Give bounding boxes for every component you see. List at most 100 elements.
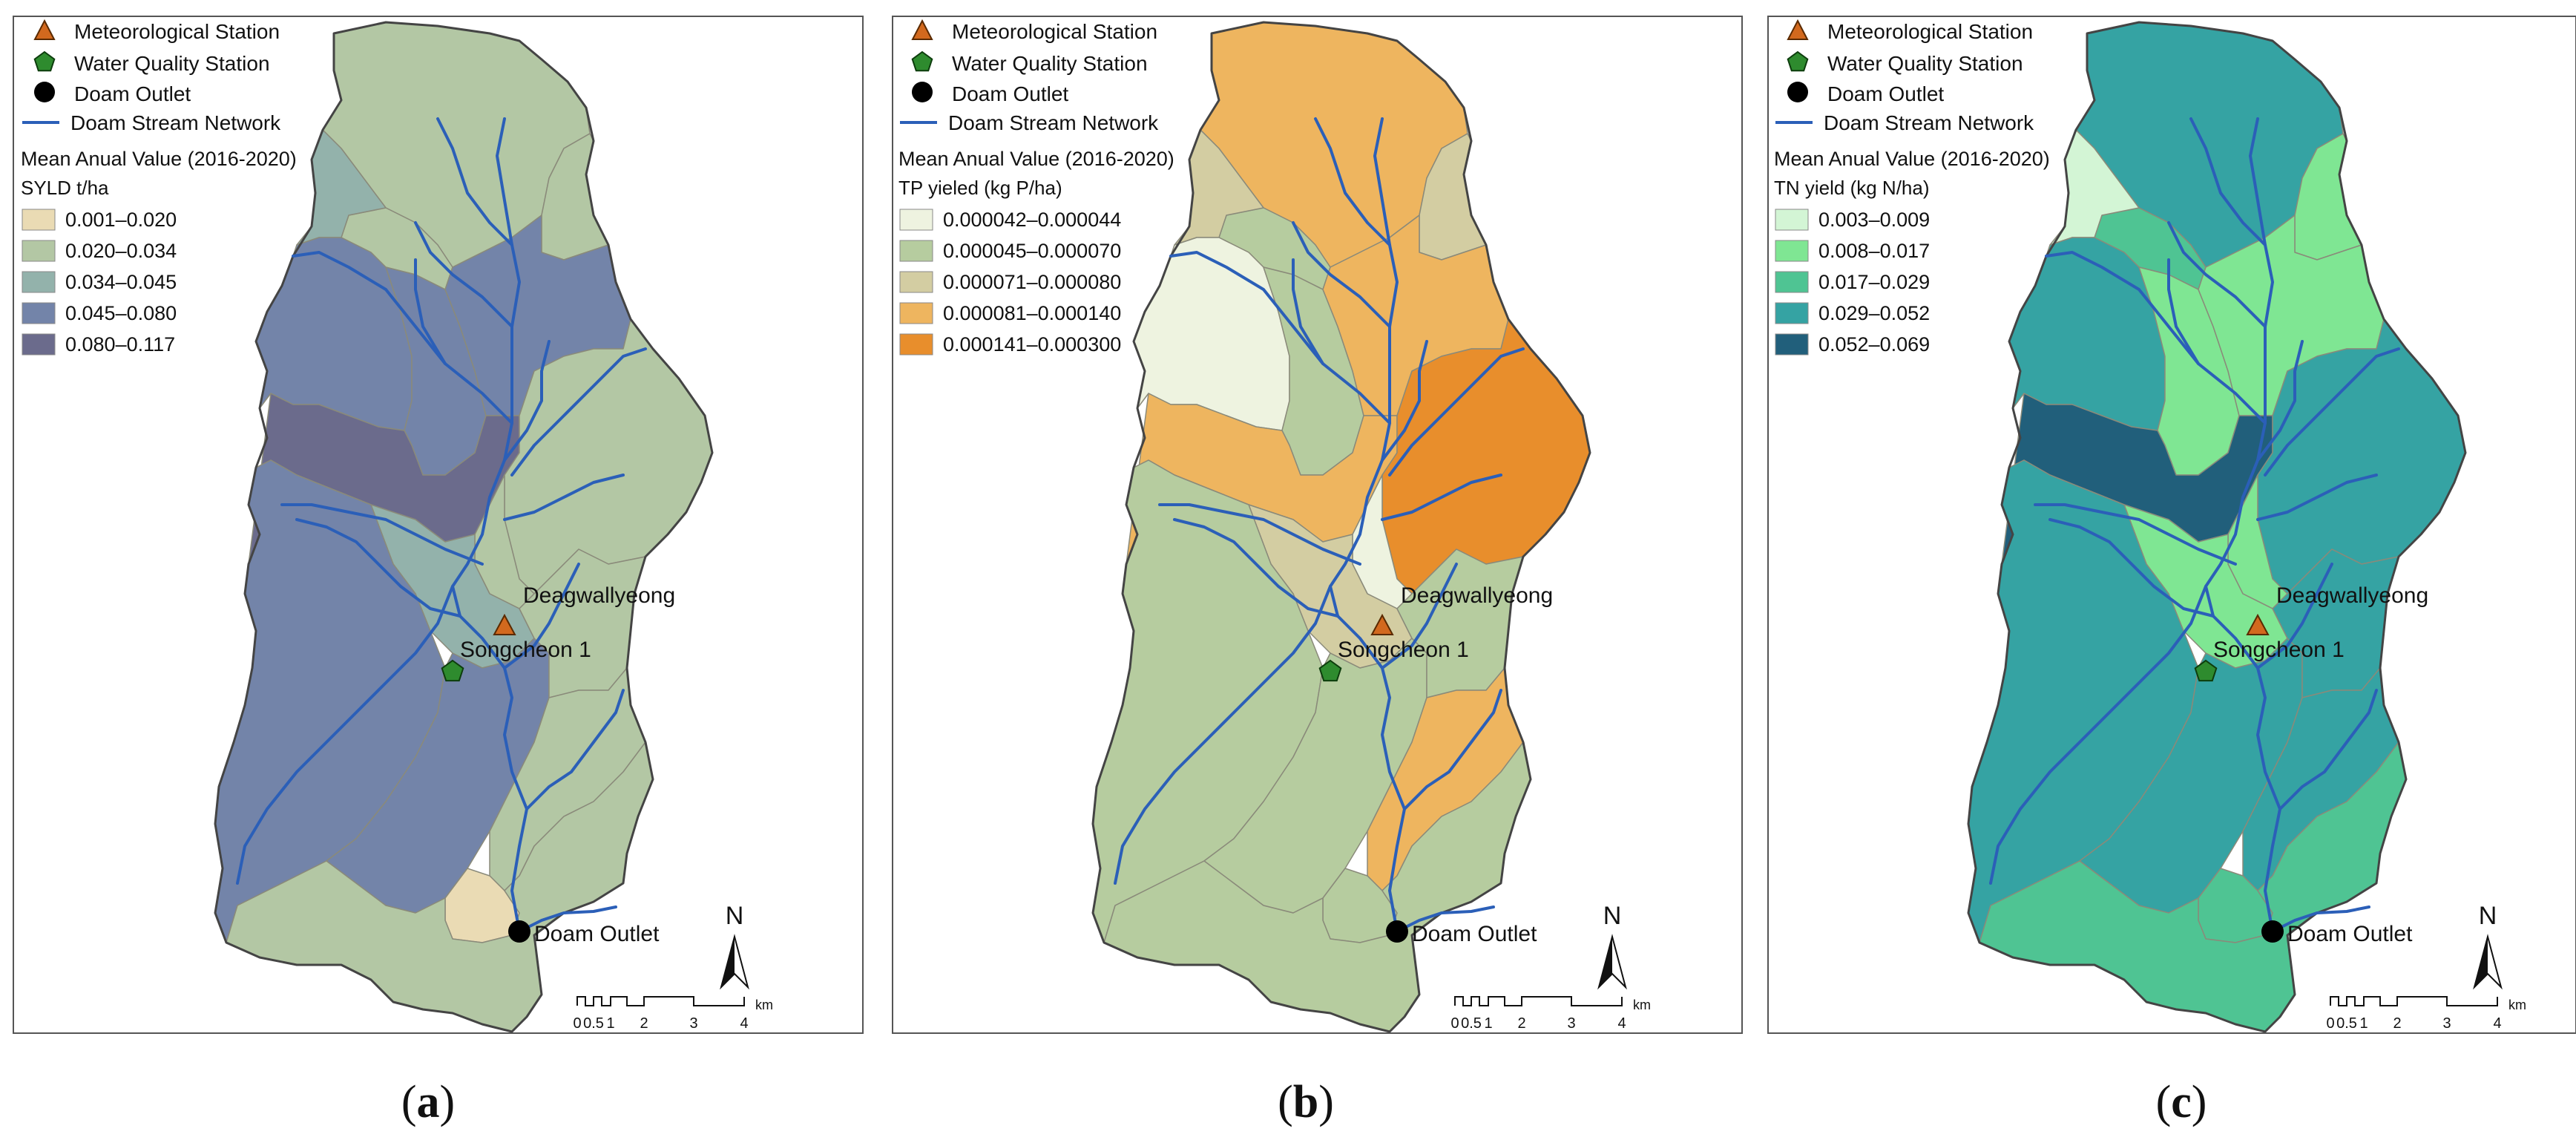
stream-line: [1381, 340, 1428, 462]
doam-outlet-icon: [2261, 920, 2284, 943]
legend-swatch: [899, 333, 933, 356]
stream-line: [1989, 585, 2207, 885]
meteorological-station-icon: [493, 613, 516, 635]
stream-line: [2034, 503, 2237, 566]
stream-line: [295, 518, 461, 618]
legend-class-label: 0.045–0.080: [65, 302, 177, 324]
doam-outlet-icon: [508, 920, 530, 943]
legend-symbol-label: Meteorological Station: [74, 20, 280, 43]
north-arrow-half: [721, 937, 735, 987]
stream-line: [1292, 258, 1324, 365]
stream-line: [1381, 474, 1502, 521]
watershed-boundary: [214, 21, 714, 1033]
stream-line: [2189, 117, 2267, 246]
watershed-map: Deagwallyeong Songcheon 1 Doam Outlet: [214, 21, 714, 1033]
stream-line: [2256, 667, 2281, 933]
scale-tick-label: 2: [2393, 1015, 2401, 1032]
legend-title: Mean Anual Value (2016-2020): [1774, 148, 2050, 170]
scale-unit: km: [1633, 998, 1651, 1012]
stream-line: [1158, 503, 1361, 566]
legend-swatch: [1775, 302, 1809, 324]
stream-line: [451, 117, 521, 669]
scale-bar: 0 0.5 1 2 3 4 km: [1450, 996, 1651, 1032]
legend-class-label: 0.000042–0.000044: [943, 209, 1121, 231]
stream-line: [525, 689, 625, 810]
wq-station-label: Songcheon 1: [1338, 638, 1469, 662]
legend-swatch: [899, 240, 933, 262]
scale-tick-label: 0: [2326, 1015, 2334, 1032]
watershed-boundary: [1091, 21, 1591, 1033]
legend-class-label: 0.080–0.117: [65, 333, 175, 356]
outlet-label: Doam Outlet: [2287, 922, 2413, 946]
legend-class-label: 0.003–0.009: [1818, 209, 1930, 231]
legend-class-label: 0.000045–0.000070: [943, 240, 1121, 262]
legend-swatch: [22, 240, 56, 262]
scale-tick-label: 3: [2442, 1015, 2451, 1032]
scale-tick-label: 3: [1567, 1015, 1575, 1032]
legend-swatch: [899, 271, 933, 293]
legend-swatch: [1775, 209, 1809, 231]
scale-bar: 0 0.5 1 2 3 4 km: [2326, 996, 2526, 1032]
map-legend: Meteorological Station Water Quality Stat…: [898, 19, 1174, 356]
doam-outlet-icon: [1386, 920, 1408, 943]
water-quality-station-icon: [441, 659, 464, 682]
meteorological-station-icon: [1370, 613, 1394, 635]
legend-outlet-icon: [912, 82, 933, 102]
north-arrow: N: [1597, 902, 1627, 990]
stream-line: [2204, 117, 2274, 669]
scale-tick-label: 3: [689, 1015, 697, 1032]
stream-line: [2045, 251, 2267, 425]
stream-line: [436, 117, 513, 246]
legend-met-icon: [911, 19, 933, 40]
met-station-label: Deagwallyeong: [2276, 583, 2428, 608]
legend-symbol-label: Doam Stream Network: [70, 111, 281, 134]
outlet-label: Doam Outlet: [1412, 922, 1537, 946]
legend-subtitle: TN yield (kg N/ha): [1774, 177, 1930, 199]
legend-symbol-label: Water Quality Station: [74, 52, 270, 75]
stream-line: [503, 340, 551, 462]
north-arrow-half: [1599, 937, 1612, 987]
legend-swatch: [1775, 271, 1809, 293]
scale-tick-label: 0: [573, 1015, 581, 1032]
stream-line: [2256, 474, 2378, 521]
legend-wq-icon: [33, 50, 56, 72]
north-arrow: N: [720, 902, 749, 990]
north-label: N: [1603, 902, 1622, 930]
north-label: N: [726, 902, 744, 930]
meteorological-station-icon: [2246, 613, 2270, 635]
legend-class-label: 0.034–0.045: [65, 271, 177, 293]
legend-symbol-label: Water Quality Station: [952, 52, 1148, 75]
scale-tick-label: 2: [1517, 1015, 1525, 1032]
scale-bar: 0 0.5 1 2 3 4 km: [573, 996, 773, 1032]
legend-subtitle: SYLD t/ha: [21, 177, 109, 199]
met-station-label: Deagwallyeong: [523, 583, 675, 608]
legend-swatch: [899, 302, 933, 324]
panel-caption: (b): [1278, 1077, 1334, 1127]
legend-swatch: [1775, 333, 1809, 356]
stream-line: [1114, 585, 1332, 885]
scale-tick-label: 0: [1450, 1015, 1459, 1032]
water-quality-station-icon: [1318, 659, 1342, 682]
legend-outlet-icon: [1787, 82, 1808, 102]
map-legend: Meteorological Station Water Quality Stat…: [21, 19, 297, 356]
stream-line: [503, 667, 528, 933]
scale-unit: km: [2508, 998, 2526, 1012]
scale-bar-line: [1454, 996, 1623, 1006]
legend-class-label: 0.008–0.017: [1818, 240, 1930, 262]
legend-class-label: 0.000141–0.000300: [943, 333, 1121, 356]
scale-tick-label: 0.5: [583, 1015, 604, 1032]
legend-swatch: [1775, 240, 1809, 262]
legend-swatch: [22, 302, 56, 324]
legend-class-label: 0.020–0.034: [65, 240, 177, 262]
stream-line: [2278, 689, 2378, 810]
scale-tick-label: 2: [640, 1015, 648, 1032]
legend-class-label: 0.001–0.020: [65, 209, 177, 231]
stream-line: [1381, 667, 1406, 933]
legend-swatch: [899, 209, 933, 231]
north-label: N: [2479, 902, 2497, 930]
stream-line: [414, 258, 447, 365]
watershed-map: Deagwallyeong Songcheon 1 Doam Outlet: [1967, 21, 2467, 1033]
scale-tick-label: 1: [2359, 1015, 2368, 1032]
legend-symbol-label: Doam Stream Network: [1824, 111, 2034, 134]
stream-line: [1381, 563, 1458, 669]
